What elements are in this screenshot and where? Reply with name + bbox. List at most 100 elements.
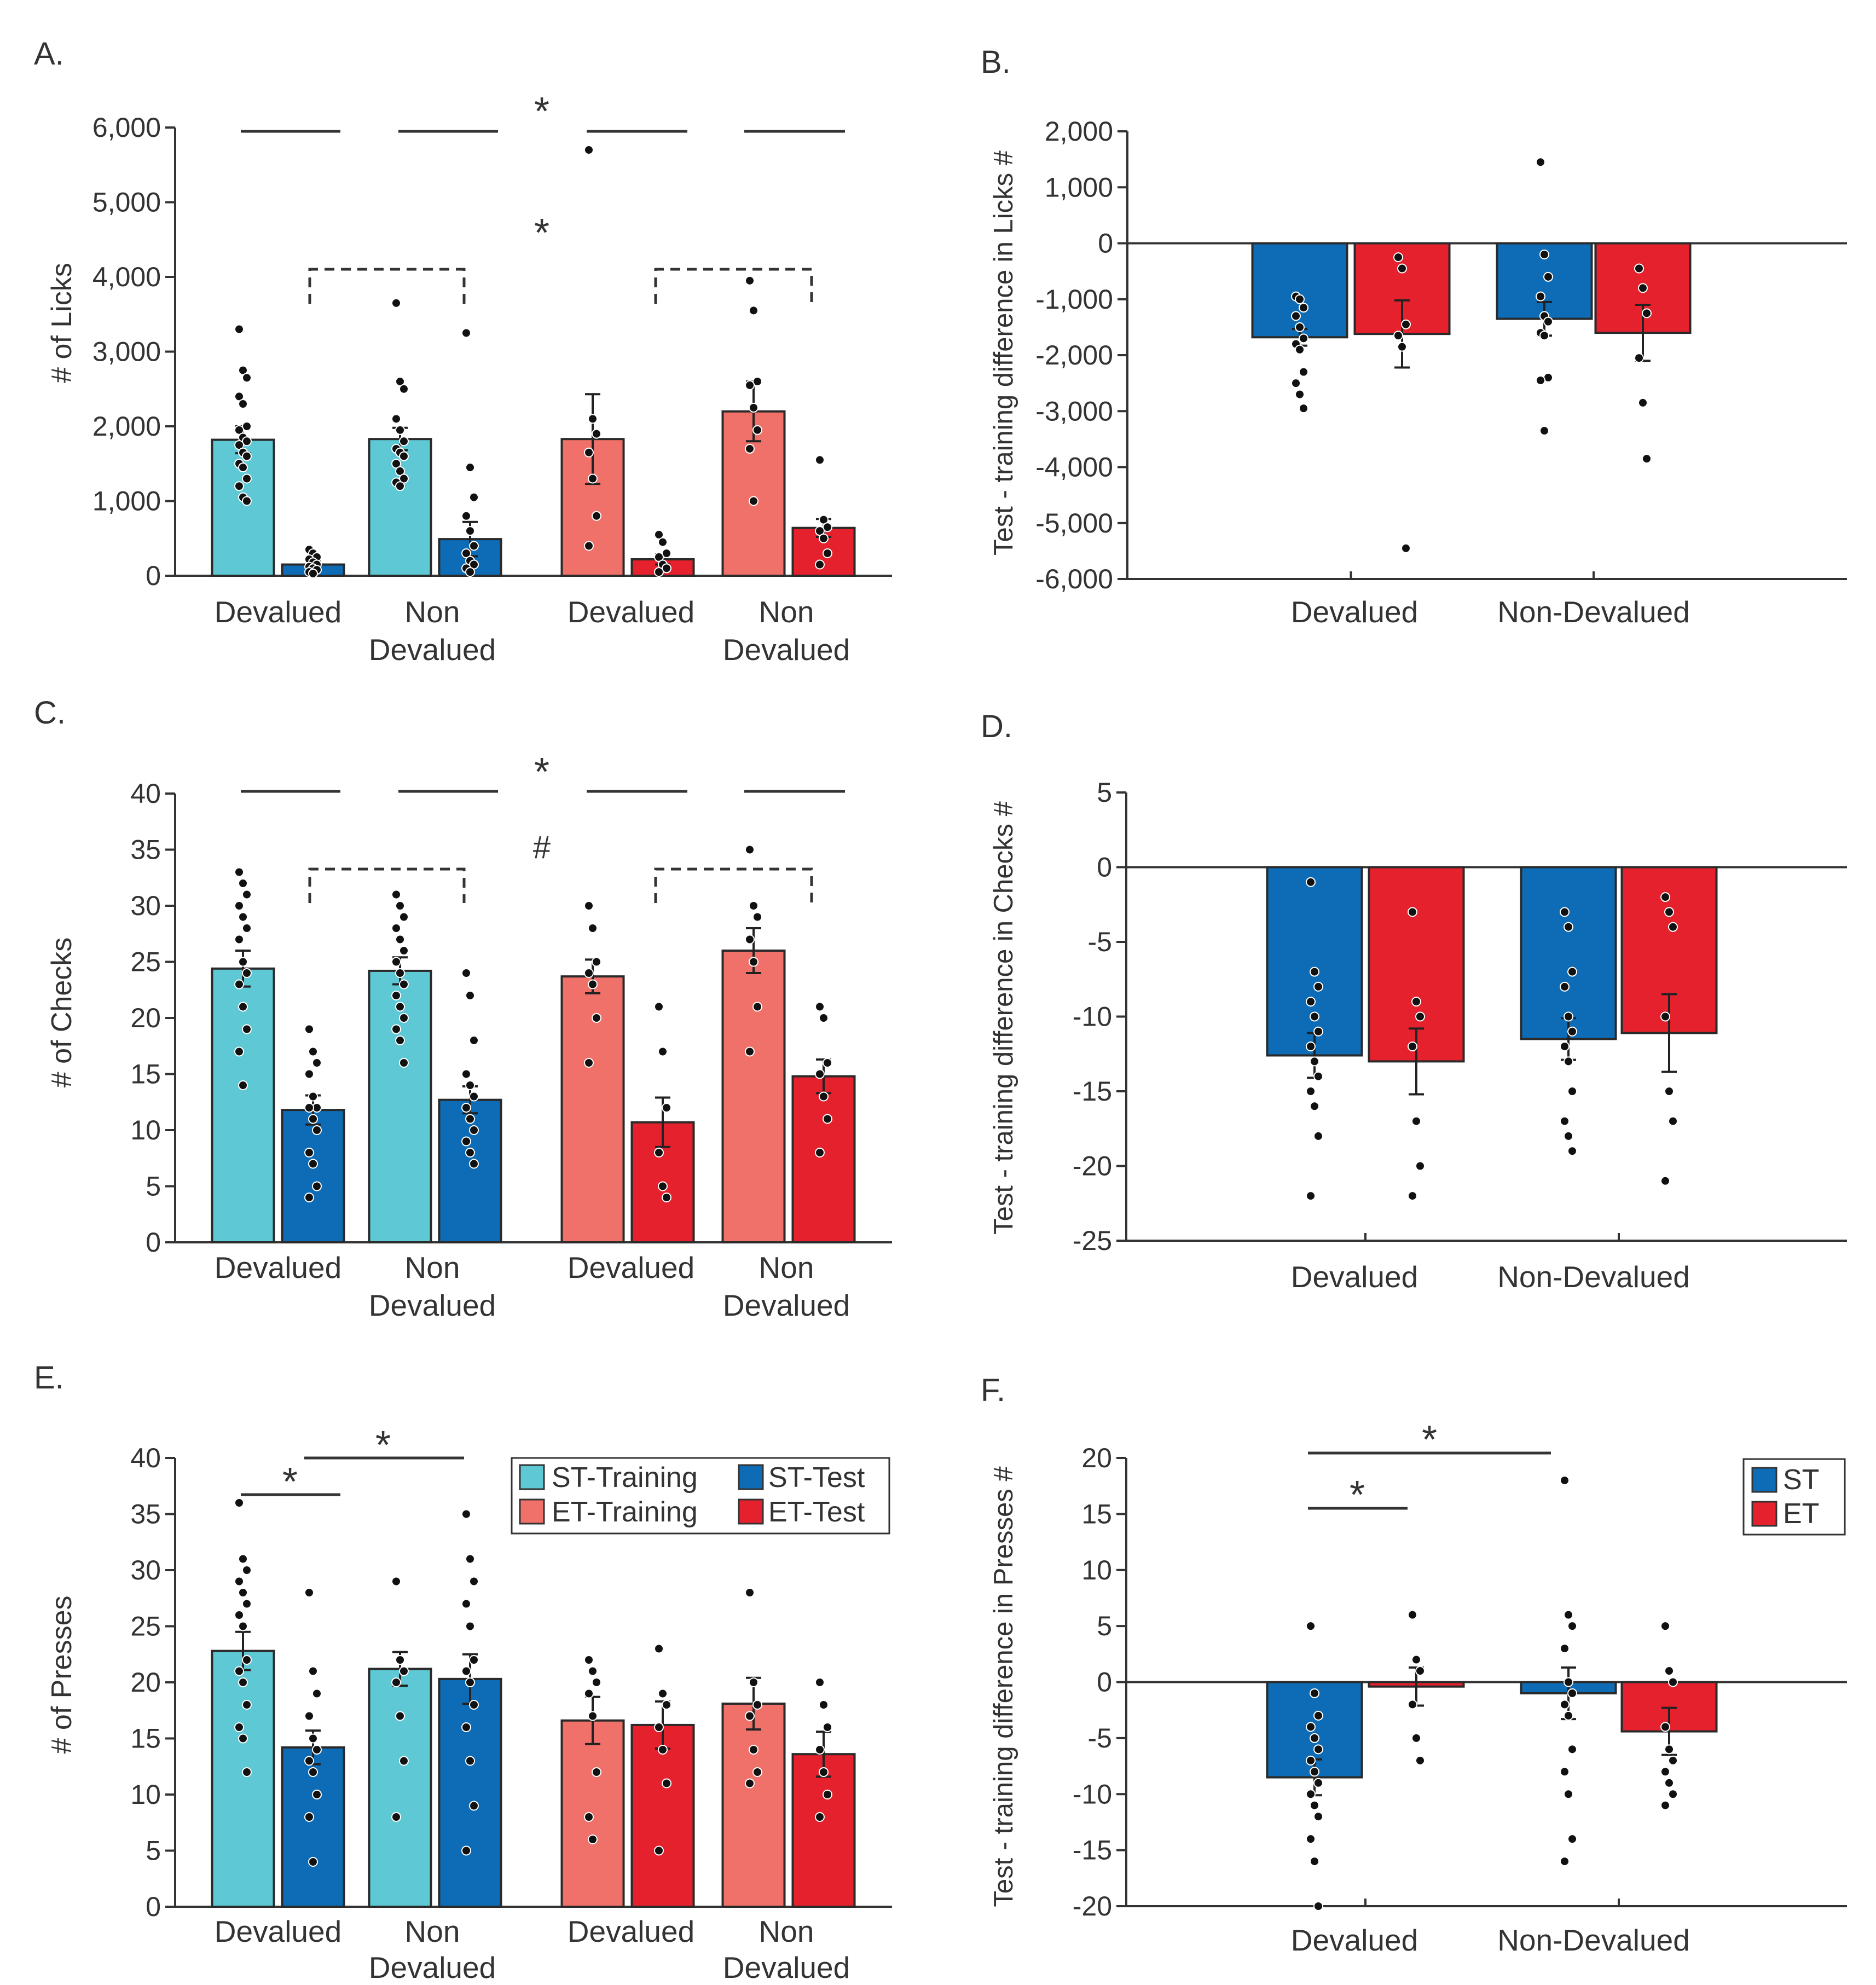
data-point bbox=[242, 1655, 252, 1665]
data-point bbox=[1567, 1834, 1577, 1844]
y-tick-label: 0 bbox=[146, 560, 161, 591]
legend-label: ET-Test bbox=[768, 1496, 865, 1528]
data-point bbox=[584, 541, 594, 551]
data-point bbox=[1397, 263, 1407, 274]
data-point bbox=[1560, 907, 1570, 917]
data-point bbox=[1310, 1800, 1319, 1810]
category-label: Non-Devalued bbox=[1497, 595, 1690, 629]
data-point bbox=[391, 1812, 401, 1822]
data-point bbox=[312, 1790, 322, 1799]
data-point bbox=[1313, 1131, 1323, 1141]
y-tick-label: -10 bbox=[1073, 1002, 1112, 1032]
significance-star: * bbox=[534, 90, 549, 134]
data-point bbox=[242, 421, 252, 431]
category-label: Non bbox=[759, 1251, 814, 1284]
y-tick-label: -25 bbox=[1073, 1225, 1112, 1256]
data-point bbox=[1306, 997, 1316, 1007]
data-point bbox=[399, 1058, 409, 1068]
y-axis-label: Test - training difference in Presses # bbox=[989, 1466, 1018, 1907]
y-tick-label: 10 bbox=[130, 1115, 161, 1145]
data-point bbox=[399, 1666, 409, 1676]
data-point bbox=[1310, 1856, 1319, 1867]
data-point bbox=[584, 901, 594, 911]
data-point bbox=[1567, 1621, 1577, 1631]
data-point bbox=[234, 979, 244, 989]
data-point bbox=[1539, 426, 1549, 436]
dashed-bracket bbox=[654, 268, 813, 304]
data-point bbox=[1567, 1744, 1577, 1755]
dashed-bracket bbox=[308, 268, 466, 304]
data-point bbox=[745, 844, 755, 855]
y-axis-label: # of Presses bbox=[46, 1595, 78, 1753]
data-point bbox=[304, 1711, 314, 1721]
data-point bbox=[391, 1576, 401, 1587]
data-point bbox=[745, 443, 755, 454]
data-point bbox=[1564, 1710, 1573, 1721]
bar bbox=[791, 1075, 856, 1243]
data-point bbox=[1668, 1677, 1678, 1687]
data-point bbox=[1313, 1812, 1323, 1822]
data-point bbox=[1664, 1778, 1674, 1788]
data-point bbox=[469, 1035, 479, 1045]
data-point bbox=[391, 298, 401, 308]
category-label: Devalued bbox=[1291, 1923, 1418, 1957]
data-point bbox=[1660, 1176, 1670, 1186]
data-point bbox=[584, 1688, 594, 1699]
data-point bbox=[752, 1002, 762, 1012]
y-tick-label: -3,000 bbox=[1035, 396, 1113, 426]
bar bbox=[438, 1677, 502, 1908]
y-tick-label: -4,000 bbox=[1035, 452, 1113, 483]
data-point bbox=[1660, 1621, 1670, 1631]
data-point bbox=[654, 1643, 664, 1654]
data-point bbox=[395, 901, 405, 911]
data-point bbox=[238, 399, 248, 409]
panel-b: B. Test - training difference in Licks #… bbox=[981, 44, 1847, 629]
data-point bbox=[752, 1767, 762, 1777]
data-point bbox=[1310, 1056, 1319, 1067]
data-point bbox=[1564, 1789, 1573, 1799]
data-point bbox=[592, 1767, 601, 1777]
data-point bbox=[1536, 375, 1545, 386]
y-tick-label: -2,000 bbox=[1035, 340, 1113, 371]
data-point bbox=[465, 1756, 475, 1766]
data-point bbox=[1299, 333, 1308, 344]
data-point bbox=[395, 1655, 405, 1665]
data-point bbox=[242, 1024, 252, 1034]
data-point bbox=[1642, 308, 1652, 319]
data-point bbox=[391, 889, 401, 900]
data-point bbox=[1313, 1071, 1323, 1081]
data-point bbox=[461, 511, 471, 521]
legend-swatch bbox=[1751, 1467, 1777, 1493]
data-point bbox=[1660, 892, 1670, 902]
panel-label: C. bbox=[34, 695, 66, 731]
data-point bbox=[465, 1148, 475, 1158]
data-point bbox=[308, 1857, 318, 1867]
data-point bbox=[1310, 1011, 1319, 1022]
category-label: Devalued bbox=[568, 1914, 694, 1948]
y-tick-label: 5 bbox=[146, 1836, 161, 1866]
y-tick-label: 1,000 bbox=[92, 486, 161, 517]
data-point bbox=[234, 324, 244, 334]
bar bbox=[560, 1719, 625, 1908]
data-point bbox=[465, 991, 475, 1000]
panel-label: F. bbox=[981, 1373, 1005, 1408]
data-point bbox=[304, 1103, 314, 1113]
data-point bbox=[399, 979, 409, 989]
y-axis-label: # of Licks bbox=[46, 263, 78, 383]
data-point bbox=[399, 384, 409, 394]
data-point bbox=[399, 436, 409, 447]
legend-label: ST bbox=[1783, 1464, 1819, 1496]
data-point bbox=[242, 496, 252, 506]
legend-box bbox=[511, 1457, 890, 1535]
data-point bbox=[1567, 1688, 1577, 1698]
y-tick-label: 3,000 bbox=[92, 337, 161, 367]
data-point bbox=[584, 968, 594, 978]
data-point bbox=[592, 1677, 601, 1687]
data-point bbox=[238, 1080, 248, 1090]
data-point bbox=[745, 1778, 755, 1789]
data-point bbox=[1401, 319, 1411, 329]
significance-lines bbox=[241, 130, 845, 304]
data-point bbox=[391, 414, 401, 424]
data-point bbox=[745, 1711, 755, 1721]
data-point bbox=[391, 1677, 401, 1687]
